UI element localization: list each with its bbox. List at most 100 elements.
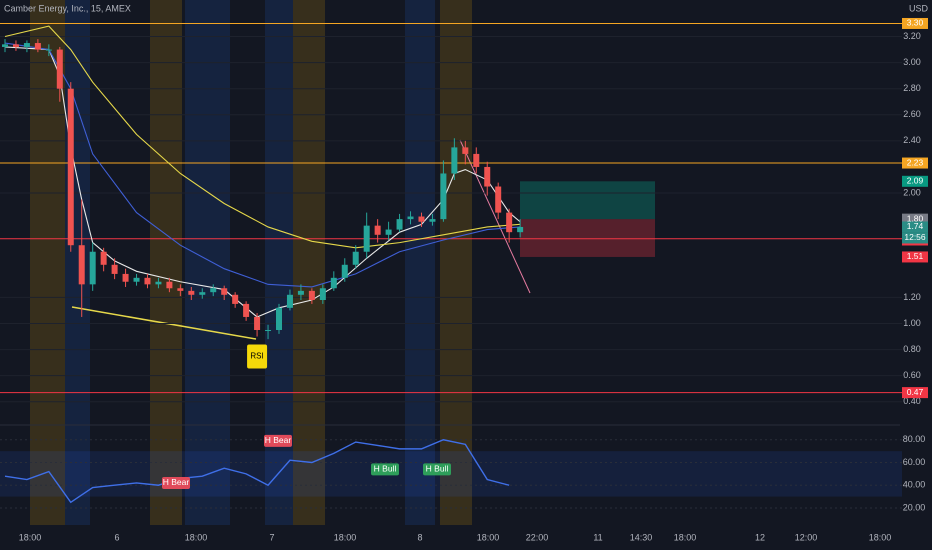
y-tick-label: 2.60 xyxy=(903,109,921,119)
candle-body xyxy=(385,229,392,235)
price-label: 3.30 xyxy=(907,18,924,28)
candle-body xyxy=(374,225,381,235)
currency: USD xyxy=(909,3,929,13)
candle-body xyxy=(78,245,85,285)
price-tag xyxy=(902,17,928,29)
candle-body xyxy=(100,251,107,265)
candle-body xyxy=(45,49,52,51)
candle-body xyxy=(265,330,272,331)
price-tag xyxy=(902,213,928,225)
candle-body xyxy=(188,290,195,295)
x-tick-label: 7 xyxy=(269,532,274,542)
divergence-label: H Bull xyxy=(426,464,449,474)
x-tick-label: 11 xyxy=(593,532,602,542)
candle-body xyxy=(221,288,228,295)
price-tag xyxy=(902,175,928,187)
candle-body xyxy=(451,147,458,174)
candle-body xyxy=(155,281,162,285)
divergence-tag xyxy=(162,476,190,489)
divergence-label: H Bear xyxy=(265,435,292,445)
divergence-tag xyxy=(371,463,399,476)
countdown: 12:56 xyxy=(904,232,926,242)
candle-body xyxy=(308,290,315,300)
y-tick-label: 2.80 xyxy=(903,83,921,93)
candle-body xyxy=(484,166,491,187)
divergence-tag xyxy=(264,434,292,447)
candle-body xyxy=(111,264,118,274)
stop-zone xyxy=(520,219,655,257)
candle-body xyxy=(407,216,414,220)
x-tick-label: 22:00 xyxy=(526,532,549,542)
x-tick-label: 18:00 xyxy=(869,532,892,542)
price-label: 1.74 xyxy=(907,221,924,231)
candle-body xyxy=(232,294,239,304)
price-tag xyxy=(902,251,928,263)
candle-body xyxy=(517,226,524,233)
candle-body xyxy=(254,316,261,330)
candle-body xyxy=(122,273,129,282)
y-tick-label: 0.40 xyxy=(903,396,921,406)
candle-body xyxy=(286,294,293,308)
x-tick-label: 12:00 xyxy=(795,532,818,542)
x-tick-label: 18:00 xyxy=(334,532,357,542)
target-zone xyxy=(520,181,655,220)
candle-body xyxy=(341,264,348,278)
x-tick-label: 8 xyxy=(417,532,422,542)
price-label: 2.09 xyxy=(907,176,924,186)
x-tick-label: 18:00 xyxy=(477,532,500,542)
price-tag xyxy=(902,157,928,169)
x-tick-label: 18:00 xyxy=(185,532,208,542)
candle-body xyxy=(34,43,41,50)
y-tick-label: 3.20 xyxy=(903,31,921,41)
countdown-tag xyxy=(902,232,928,244)
candle-body xyxy=(23,43,30,47)
candle-body xyxy=(243,303,250,317)
rsi-tick-label: 60.00 xyxy=(903,457,926,467)
moving-average xyxy=(4,25,521,249)
rsi-tick-label: 40.00 xyxy=(903,480,926,490)
y-tick-label: 0.60 xyxy=(903,370,921,380)
x-tick-label: 14:30 xyxy=(630,532,653,542)
price-label: 2.23 xyxy=(907,157,924,167)
x-tick-label: 18:00 xyxy=(674,532,697,542)
candle-body xyxy=(276,307,282,330)
candle-body xyxy=(506,212,513,233)
candle-body xyxy=(363,225,370,252)
candle-body xyxy=(319,288,326,300)
rsi-tick-label: 20.00 xyxy=(903,502,926,512)
chart-title: Camber Energy, Inc., 15, AMEX xyxy=(4,3,131,13)
price-tag xyxy=(902,221,928,233)
candle-body xyxy=(166,281,173,289)
annotation: RSI xyxy=(250,352,263,361)
candle-body xyxy=(418,216,425,222)
candle-body xyxy=(210,288,217,293)
candle-body xyxy=(462,147,469,154)
price-label: 1.51 xyxy=(907,251,924,261)
rsi-band xyxy=(0,451,902,497)
candle-body xyxy=(56,49,63,89)
candle-body xyxy=(199,292,206,295)
price-tag xyxy=(902,387,928,399)
candle-body xyxy=(297,290,304,295)
candle-body xyxy=(12,44,19,47)
rsi-line xyxy=(4,439,510,504)
candle-body xyxy=(330,277,337,289)
y-tick-label: 3.00 xyxy=(903,57,921,67)
trend-line xyxy=(459,139,531,294)
annotation-box xyxy=(247,344,268,369)
y-tick-label: 2.00 xyxy=(903,187,921,197)
candle-body xyxy=(473,153,480,167)
y-tick-label: 1.20 xyxy=(903,292,921,302)
candle-body xyxy=(352,251,359,265)
divergence-tag xyxy=(423,463,451,476)
x-tick-label: 6 xyxy=(114,532,119,542)
divergence-label: H Bull xyxy=(374,464,397,474)
y-tick-label: 2.40 xyxy=(903,135,921,145)
candle-body xyxy=(177,288,184,291)
price-label: 1.80 xyxy=(907,213,924,223)
candle-body xyxy=(2,44,8,47)
candle-body xyxy=(495,186,502,213)
candle-body xyxy=(429,219,436,222)
rsi-tick-label: 80.00 xyxy=(903,434,926,444)
